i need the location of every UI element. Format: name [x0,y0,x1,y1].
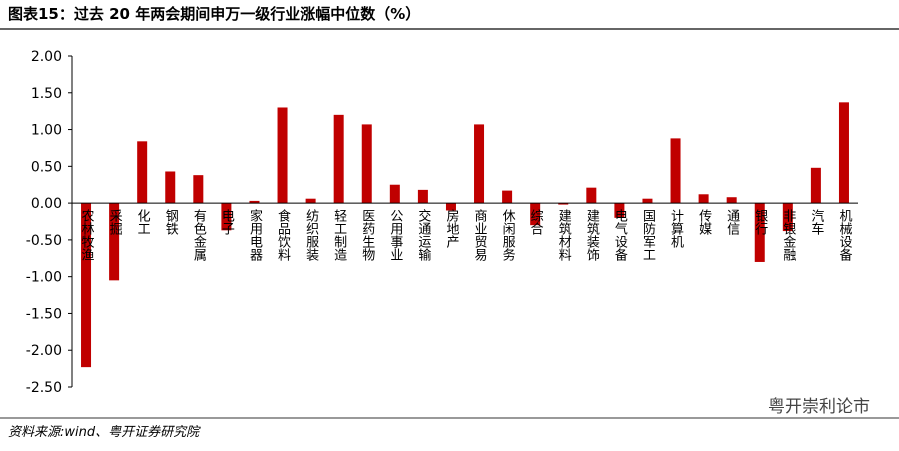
source: 资料来源:wind、粤开证券研究院 [8,424,201,440]
bar [249,200,260,204]
bar [389,184,400,204]
bar [221,203,232,231]
x-tick-label: 计算机 [668,209,684,249]
x-tick-label: 采掘 [107,209,123,235]
bar [530,203,541,226]
bar [417,189,428,204]
x-tick-label: 有色金属 [191,209,207,262]
y-tick-label: 0.00 [31,196,62,212]
bar [109,203,120,281]
bar [670,138,681,204]
bar [838,102,849,204]
y-tick-label: -0.50 [26,233,62,249]
bar [754,203,765,262]
bar [698,194,709,204]
y-tick-label: 1.00 [31,123,62,139]
x-tick-label: 房地产 [443,209,459,250]
y-tick-label: 0.50 [31,159,62,175]
x-tick-label: 综合 [528,209,544,235]
bar [726,197,737,204]
bar [445,203,456,211]
chart-title: 图表15：过去 20 年两会期间申万一级行业涨幅中位数（%） [8,5,420,23]
y-tick-label: 1.50 [31,86,62,102]
x-tick-label: 农林牧渔 [79,209,95,261]
y-tick-label: -1.50 [26,306,62,322]
bar [361,124,372,204]
x-tick-label: 电子 [219,209,235,235]
bar [810,167,821,204]
y-tick-label: 2.00 [31,49,62,65]
x-tick-label: 食品饮料 [275,209,291,262]
bar [558,203,569,205]
bar [502,190,513,204]
x-tick-label: 休闲服务 [500,209,516,261]
x-tick-label: 纺织服装 [303,209,319,261]
x-tick-label: 公用事业 [387,209,403,261]
y-tick-label: -2.00 [26,343,62,359]
x-tick-label: 非银金融 [780,209,796,261]
x-tick-label: 建筑材料 [556,209,572,261]
bar [474,124,485,204]
x-tick-label: 传媒 [696,209,712,235]
bar [165,171,176,204]
bar [333,114,344,204]
bar [642,198,653,204]
x-tick-label: 化工 [135,209,151,235]
x-tick-label: 国防军工 [640,209,656,261]
x-tick-label: 医药生物 [359,209,375,262]
x-tick-label: 电气设备 [612,209,628,262]
y-tick-label: -2.50 [26,380,62,396]
x-tick-label: 机械设备 [836,209,852,262]
bar [782,203,793,232]
x-tick-label: 交通运输 [415,209,431,262]
x-tick-label: 钢铁 [163,209,179,235]
bar [305,198,316,204]
x-tick-label: 通信 [724,209,740,235]
x-tick-label: 商业贸易 [472,209,488,262]
x-tick-label: 汽车 [808,209,824,235]
bar [81,203,92,368]
bar [137,141,148,204]
bar [277,107,288,204]
x-tick-label: 轻工制造 [331,209,347,262]
x-tick-label: 建筑装饰 [584,209,600,261]
bar [614,203,625,218]
bar [193,175,204,204]
x-tick-label: 家用电器 [247,209,263,263]
bar [586,187,597,204]
watermark: 粤开崇利论市 [768,397,870,417]
y-tick-label: -1.00 [26,270,62,286]
x-tick-label: 银行 [752,209,768,236]
